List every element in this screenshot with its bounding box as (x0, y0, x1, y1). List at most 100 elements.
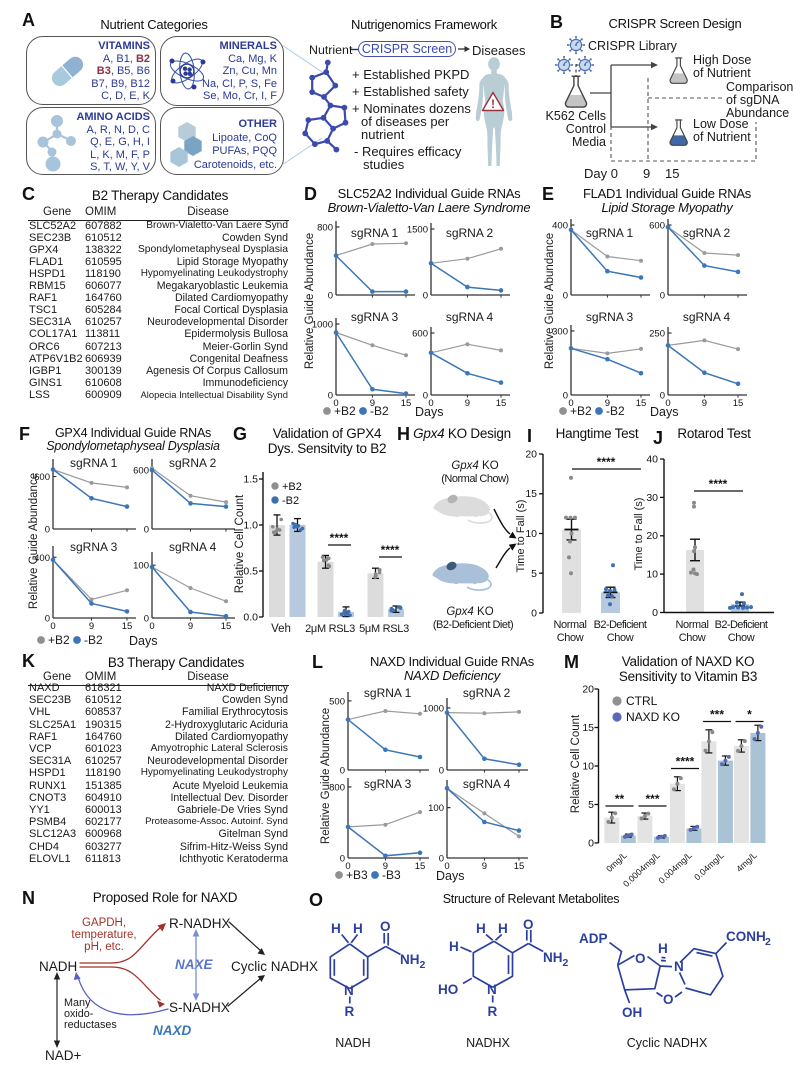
svg-text:0: 0 (439, 766, 444, 777)
svg-text:100: 100 (133, 561, 149, 572)
svg-text:O: O (523, 917, 534, 932)
svg-text:CONH: CONH (726, 929, 766, 944)
svg-text:1.0: 1.0 (243, 520, 258, 532)
svg-text:NH: NH (400, 952, 420, 967)
svg-text:NAXD KO: NAXD KO (626, 710, 680, 724)
svg-text:400: 400 (552, 221, 568, 232)
svg-text:0: 0 (563, 291, 568, 302)
svg-text:0: 0 (531, 608, 537, 620)
svg-text:15: 15 (221, 621, 232, 632)
svg-text:0: 0 (665, 398, 670, 409)
svg-text:9: 9 (188, 621, 193, 632)
svg-text:0: 0 (45, 525, 50, 536)
svg-text:0: 0 (50, 621, 55, 632)
svg-text:0: 0 (345, 861, 350, 872)
svg-text:10: 10 (582, 761, 594, 773)
svg-text:CTRL: CTRL (626, 694, 658, 708)
svg-text:15: 15 (525, 488, 537, 500)
svg-text:0: 0 (652, 607, 658, 619)
svg-text:0.5: 0.5 (243, 566, 258, 578)
svg-text:0: 0 (423, 291, 428, 302)
svg-text:300: 300 (552, 327, 568, 338)
svg-text:2: 2 (420, 959, 426, 971)
svg-text:R: R (345, 1004, 355, 1019)
svg-text:0: 0 (149, 621, 154, 632)
svg-text:0: 0 (340, 854, 345, 865)
svg-text:20: 20 (582, 684, 594, 696)
svg-text:600: 600 (34, 472, 50, 483)
svg-text:10: 10 (646, 569, 658, 581)
svg-text:1000: 1000 (312, 320, 333, 331)
svg-text:5: 5 (531, 568, 537, 580)
svg-text:R: R (488, 1004, 498, 1019)
svg-text:0: 0 (568, 398, 573, 409)
svg-text:****: **** (676, 755, 695, 769)
svg-text:NH: NH (543, 950, 563, 965)
svg-text:9: 9 (482, 861, 487, 872)
svg-text:400: 400 (34, 553, 50, 564)
svg-text:15: 15 (582, 722, 594, 734)
svg-text:20: 20 (646, 530, 658, 542)
svg-text:0: 0 (660, 391, 665, 402)
svg-text:500: 500 (329, 696, 345, 707)
svg-text:100: 100 (428, 803, 444, 814)
svg-text:****: **** (330, 531, 349, 545)
svg-text:600: 600 (133, 466, 149, 477)
svg-text:!: ! (491, 97, 495, 111)
svg-text:****: **** (709, 477, 728, 491)
svg-text:0: 0 (588, 838, 594, 850)
svg-text:9: 9 (383, 861, 388, 872)
svg-text:15: 15 (496, 398, 507, 409)
svg-text:+B2: +B2 (282, 481, 302, 493)
svg-text:HO: HO (438, 982, 458, 997)
svg-text:H: H (353, 921, 363, 936)
svg-text:0: 0 (144, 614, 149, 625)
svg-text:800: 800 (329, 782, 345, 793)
svg-text:ADP: ADP (579, 931, 608, 946)
svg-text:9: 9 (89, 621, 94, 632)
svg-text:0: 0 (45, 614, 50, 625)
svg-text:0: 0 (333, 398, 338, 409)
svg-text:*: * (747, 708, 752, 722)
svg-text:H: H (331, 921, 341, 936)
svg-text:**: ** (615, 792, 625, 806)
svg-text:15: 15 (401, 398, 412, 409)
svg-text:0: 0 (328, 291, 333, 302)
svg-text:5: 5 (588, 799, 594, 811)
svg-text:1000: 1000 (423, 703, 444, 714)
svg-text:250: 250 (649, 329, 665, 340)
svg-text:20: 20 (525, 449, 537, 461)
svg-text:H: H (658, 941, 668, 956)
svg-text:0: 0 (328, 391, 333, 402)
svg-text:0: 0 (144, 525, 149, 536)
svg-text:****: **** (597, 455, 616, 469)
svg-text:0: 0 (660, 291, 665, 302)
svg-text:15: 15 (122, 621, 133, 632)
svg-text:800: 800 (317, 223, 333, 234)
svg-text:N: N (487, 982, 497, 997)
svg-text:O: O (635, 951, 646, 966)
svg-text:***: *** (710, 708, 724, 722)
svg-text:15: 15 (514, 861, 525, 872)
svg-text:N: N (344, 983, 354, 998)
svg-text:600: 600 (412, 329, 428, 340)
svg-text:0: 0 (428, 398, 433, 409)
svg-text:600: 600 (649, 221, 665, 232)
svg-text:10: 10 (525, 528, 537, 540)
svg-text:40: 40 (646, 454, 658, 466)
svg-text:15: 15 (733, 398, 744, 409)
svg-text:9: 9 (465, 398, 470, 409)
svg-text:15: 15 (636, 398, 647, 409)
svg-text:2: 2 (563, 957, 569, 969)
svg-text:OH: OH (622, 1005, 642, 1020)
svg-text:H: H (449, 939, 459, 954)
svg-text:0: 0 (340, 766, 345, 777)
svg-text:9: 9 (702, 398, 707, 409)
svg-text:15: 15 (415, 861, 426, 872)
svg-text:30: 30 (646, 492, 658, 504)
svg-text:0: 0 (444, 861, 449, 872)
svg-text:-B2: -B2 (282, 495, 299, 507)
svg-text:0: 0 (439, 854, 444, 865)
svg-text:0: 0 (423, 391, 428, 402)
svg-text:H: H (476, 921, 486, 936)
